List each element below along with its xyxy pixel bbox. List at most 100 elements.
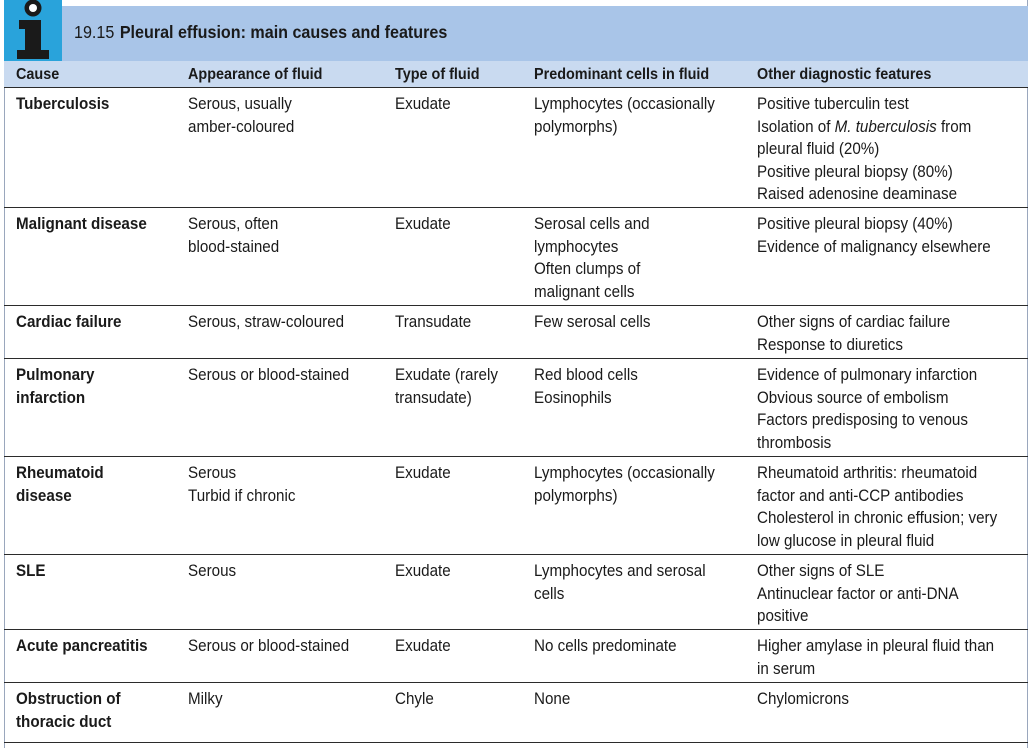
table-row: Tuberculosis Serous, usually amber-coloure… — [4, 88, 1028, 208]
fluid-type-cell: Exudate — [395, 560, 451, 583]
cell-line: Raised adenosine deaminase — [757, 185, 958, 203]
cell-line: amber-coloured — [188, 117, 295, 136]
appearance-cell: Serous, often blood-stained — [188, 213, 279, 258]
column-header-cause: Cause — [16, 66, 60, 83]
cause-cell: Pulmonary infarction — [16, 364, 94, 409]
fluid-type-cell: Exudate (rarely transudate) — [395, 364, 498, 409]
cell-line: Factors predisposing to venous — [757, 411, 968, 429]
cell-line: pleural fluid (20%) — [757, 140, 880, 158]
cell-line: malignant cells — [534, 282, 635, 301]
other-features-cell: Other signs of SLE Antinuclear factor or … — [757, 560, 959, 628]
appearance-cell: Serous, straw-coloured — [188, 311, 344, 334]
appearance-cell: Serous or blood-stained — [188, 635, 349, 658]
cell-line: Milky — [188, 690, 223, 708]
cause-cell: SLE — [16, 560, 46, 583]
appearance-cell: Milky — [188, 688, 223, 711]
table-row: Rheumatoid disease Serous Turbid if chronic… — [4, 457, 1028, 555]
column-header-cells: Predominant cells in fluid — [534, 66, 710, 83]
cells-cell: Lymphocytes and serosal cells — [534, 560, 706, 605]
cell-line: Chyle — [395, 690, 434, 708]
other-features-cell: Other signs of cardiac failure Response t… — [757, 311, 950, 356]
cell-line: factor and anti-CCP antibodies — [757, 486, 964, 505]
cell-line: Serous — [188, 464, 237, 482]
cell-line: Pulmonary — [16, 366, 95, 384]
cell-line: Serous, usually — [188, 95, 292, 113]
cell-line: Exudate (rarely — [395, 366, 498, 384]
cell-line: None — [534, 690, 571, 708]
cell-line: Obstruction of — [16, 690, 121, 708]
column-header-appearance: Appearance of fluid — [188, 66, 323, 83]
cell-line: blood-stained — [188, 237, 280, 256]
cell-line: Red blood cells — [534, 366, 638, 384]
cell-line: Malignant disease — [16, 215, 147, 233]
cause-cell: Malignant disease — [16, 213, 147, 236]
table-title: 19.15 Pleural effusion: main causes and f… — [74, 22, 447, 43]
cells-cell: Red blood cells Eosinophils — [534, 364, 638, 409]
info-icon — [4, 0, 62, 61]
cell-line: Other signs of cardiac failure — [757, 313, 951, 331]
cell-line: Often clumps of — [534, 260, 641, 278]
cell-line: Response to diuretics — [757, 335, 903, 354]
other-features-cell: Higher amylase in pleural fluid than in s… — [757, 635, 994, 680]
other-features-cell: Chylomicrons — [757, 688, 849, 711]
cells-cell: Lymphocytes (occasionally polymorphs) — [534, 462, 715, 507]
cause-cell: Rheumatoid disease — [16, 462, 104, 507]
cells-cell: Lymphocytes (occasionally polymorphs) — [534, 93, 715, 138]
cell-line: No cells predominate — [534, 637, 677, 655]
cell-line: Lymphocytes (occasionally — [534, 95, 715, 113]
cell-line: Rheumatoid — [16, 464, 104, 482]
cell-line: Serous or blood-stained — [188, 637, 350, 655]
cell-line: infarction — [16, 388, 86, 407]
cell-line: Positive tuberculin test — [757, 95, 909, 113]
cell-line: Serosal cells and — [534, 215, 650, 233]
cell-line: Isolation of M. tuberculosis from — [757, 117, 972, 136]
cells-cell: None — [534, 688, 570, 711]
cell-line: cells — [534, 584, 565, 603]
cell-line: Higher amylase in pleural fluid than — [757, 637, 995, 655]
table-row: SLE Serous Exudate Lymphocytes and serosal c… — [4, 555, 1028, 630]
cell-line: Tuberculosis — [16, 95, 110, 113]
other-features-cell: Positive pleural biopsy (40%) Evidence of… — [757, 213, 991, 258]
cell-line: Lymphocytes and serosal — [534, 562, 706, 580]
column-header-type: Type of fluid — [395, 66, 480, 83]
cell-line: Antinuclear factor or anti-DNA — [757, 584, 959, 603]
cell-line: Rheumatoid arthritis: rheumatoid — [757, 464, 978, 482]
cells-cell: Serosal cells and lymphocytes Often clumps… — [534, 213, 650, 303]
table-row: Cardiac failure Serous, straw-coloured Tra… — [4, 306, 1028, 359]
cell-line: Serous, often — [188, 215, 279, 233]
cell-line: polymorphs) — [534, 117, 618, 136]
other-features-cell: Rheumatoid arthritis: rheumatoid factor a… — [757, 462, 997, 552]
column-header-other: Other diagnostic features — [757, 66, 932, 83]
fluid-type-cell: Chyle — [395, 688, 434, 711]
table-row: Pulmonary infarction Serous or blood-stain… — [4, 359, 1028, 457]
cause-cell: Cardiac failure — [16, 311, 121, 334]
cell-line: disease — [16, 486, 72, 505]
cell-line: Acute pancreatitis — [16, 637, 148, 655]
cell-line: Exudate — [395, 464, 451, 482]
cell-line: transudate) — [395, 388, 472, 407]
cell-line: Exudate — [395, 215, 451, 233]
table-row: Malignant disease Serous, often blood-stai… — [4, 208, 1028, 306]
cell-line: lymphocytes — [534, 237, 619, 256]
fluid-type-cell: Exudate — [395, 462, 451, 485]
table-row: Acute pancreatitis Serous or blood-staine… — [4, 630, 1028, 683]
cell-line: Eosinophils — [534, 388, 612, 407]
cell-line: Cardiac failure — [16, 313, 122, 331]
table-header-row: Cause Appearance of fluid Type of fluid … — [4, 61, 1028, 88]
cell-line: Chylomicrons — [757, 690, 849, 708]
appearance-cell: Serous, usually amber-coloured — [188, 93, 294, 138]
table-title-text: Pleural effusion: main causes and featur… — [119, 22, 448, 42]
cell-line: Positive pleural biopsy (80%) — [757, 162, 953, 181]
cell-line: Transudate — [395, 313, 472, 331]
cell-line: positive — [757, 607, 809, 625]
cell-line: Few serosal cells — [534, 313, 651, 331]
appearance-cell: Serous or blood-stained — [188, 364, 349, 387]
cell-line: Evidence of pulmonary infarction — [757, 366, 978, 384]
table-row: Obstruction of thoracic duct Milky Chyle Non… — [4, 683, 1028, 743]
other-features-cell: Evidence of pulmonary infarction Obvious … — [757, 364, 977, 454]
cause-cell: Tuberculosis — [16, 93, 109, 116]
appearance-cell: Serous — [188, 560, 236, 583]
cell-line: low glucose in pleural fluid — [757, 531, 935, 550]
cell-line: Exudate — [395, 637, 451, 655]
appearance-cell: Serous Turbid if chronic — [188, 462, 295, 507]
